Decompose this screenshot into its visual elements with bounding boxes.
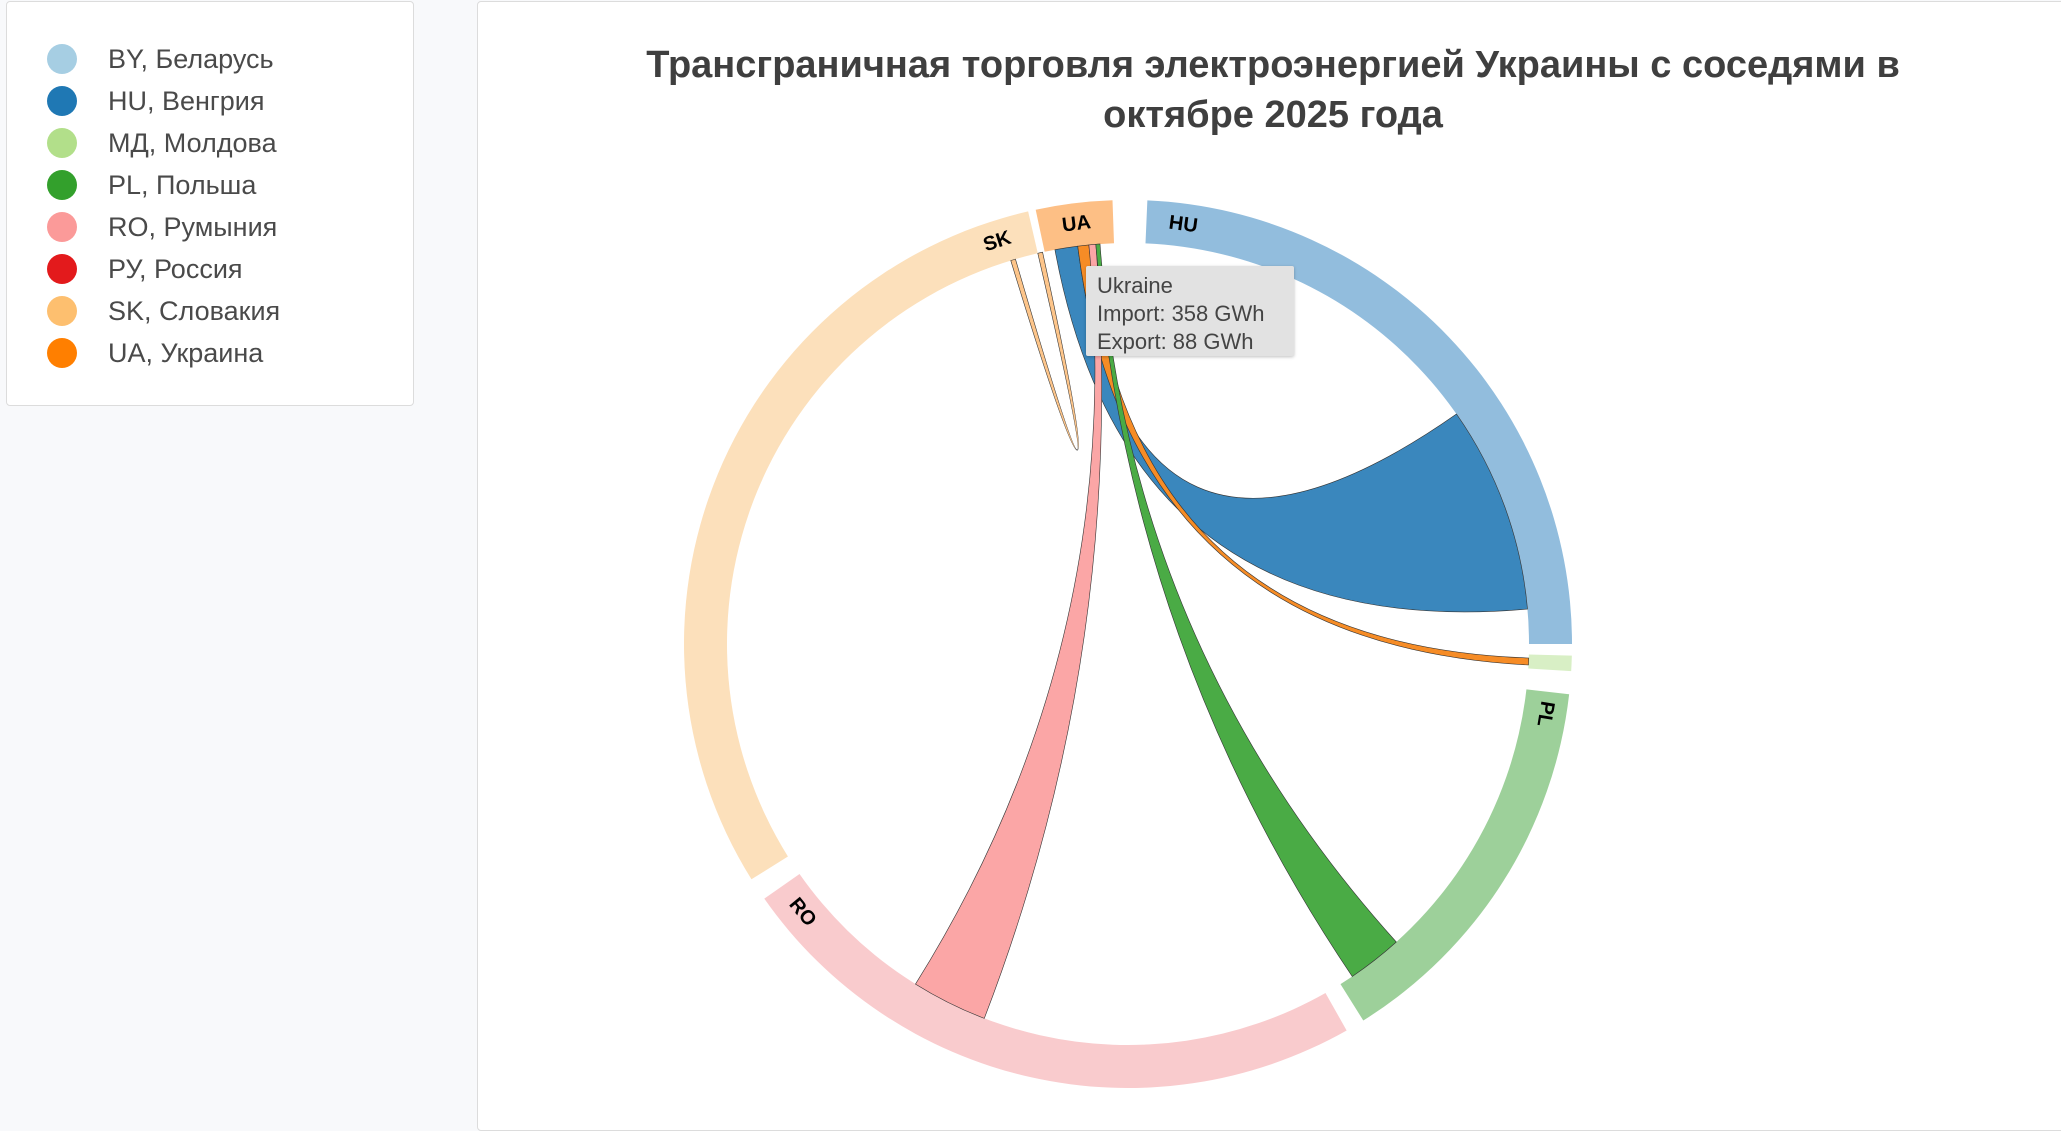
arc-md[interactable] [1528,654,1572,672]
legend-item-hu[interactable]: HU, Венгрия [47,86,265,116]
arc-pl[interactable] [1340,689,1570,1021]
arc-label-ua: UA [1061,211,1092,236]
legend-label: UA, Украина [108,337,264,368]
legend-dot-icon [47,86,77,116]
legend-item-ru[interactable]: РУ, Россия [47,254,243,284]
legend-item-pl[interactable]: PL, Польша [47,170,256,200]
legend-label: RO, Румыния [108,211,278,242]
legend-dot-icon [47,254,77,284]
legend-dot-icon [47,170,77,200]
chart-title-line1: Трансграничная торговля электроэнергией … [646,44,1900,86]
ribbon-ua-pl[interactable] [1095,243,1397,977]
legend-item-md[interactable]: МД, Молдова [47,128,277,158]
legend-item-sk[interactable]: SK, Словакия [47,296,280,326]
legend-dot-icon [47,128,77,158]
legend-panel: BY, Беларусь HU, Венгрия МД, Молдова PL, По… [6,1,414,406]
tooltip-name: Ukraine [1097,273,1173,298]
legend-dot-icon [47,44,77,74]
legend-item-ro[interactable]: RO, Румыния [47,212,277,242]
arc-label-hu: HU [1167,212,1199,238]
tooltip: Ukraine Import: 358 GWh Export: 88 GWh [1086,266,1294,356]
arc-ua[interactable] [1035,200,1115,252]
legend-label: SK, Словакия [108,295,281,326]
legend-label: HU, Венгрия [108,85,265,116]
chart-title: Трансграничная торговля электроэнергией … [478,40,2061,140]
ribbon-ua-ro[interactable] [915,243,1103,1019]
ribbon-ua-sk[interactable] [1010,251,1079,451]
legend-item-by[interactable]: BY, Беларусь [47,44,274,74]
legend-dot-icon [47,338,77,368]
arc-ro[interactable] [764,874,1347,1088]
legend-label: PL, Польша [108,169,257,200]
legend-label: BY, Беларусь [108,43,274,74]
arc-hu[interactable] [1145,200,1573,644]
tooltip-import: Import: 358 GWh [1097,301,1265,326]
legend-label: МД, Молдова [108,127,277,158]
legend-label: РУ, Россия [108,253,243,284]
legend-dot-icon [47,296,77,326]
legend-dot-icon [47,212,77,242]
legend-item-ua[interactable]: UA, Украина [47,338,263,368]
arc-label-pl: PL [1532,699,1558,728]
arc-sk[interactable] [684,211,1038,880]
tooltip-export: Export: 88 GWh [1097,329,1254,354]
chart-title-line2: октябре 2025 года [1103,94,1443,136]
